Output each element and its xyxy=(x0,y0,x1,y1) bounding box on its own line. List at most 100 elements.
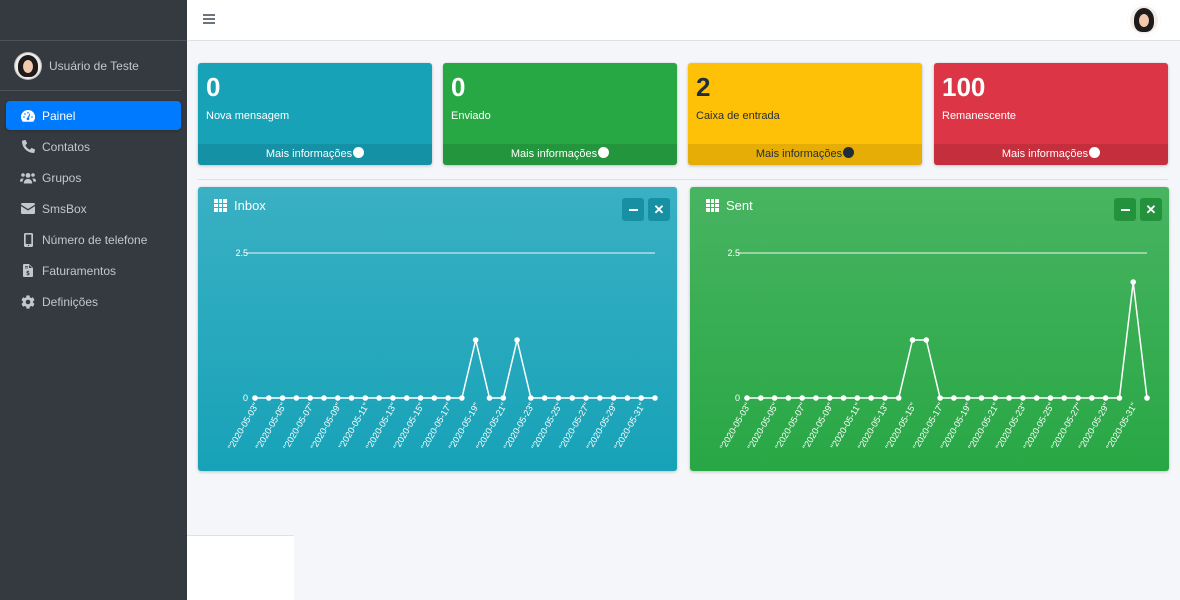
data-point xyxy=(610,395,617,401)
data-point xyxy=(978,395,985,401)
data-point xyxy=(951,395,957,401)
sent-line-chart: 02.5"2020-05-03""2020-05-05""2020-05-07"… xyxy=(718,248,1150,451)
data-point xyxy=(785,395,792,401)
sidebar-item-definicoes[interactable]: Definições xyxy=(6,287,181,316)
data-point xyxy=(964,395,971,401)
arrow-circle-right-icon xyxy=(598,147,610,158)
data-point xyxy=(307,395,313,401)
data-point xyxy=(293,395,300,401)
stat-value: 0 xyxy=(451,72,466,102)
dashboard-icon xyxy=(20,108,36,124)
sidebar-item-label: Painel xyxy=(42,108,76,123)
stat-value: 100 xyxy=(942,72,986,102)
data-point xyxy=(1102,395,1109,401)
data-point xyxy=(252,395,258,401)
sidebar-item-faturamentos[interactable]: Faturamentos xyxy=(6,256,181,285)
sidebar-item-painel[interactable]: Painel xyxy=(6,101,181,130)
card-title-text: Inbox xyxy=(234,198,266,213)
sidebar-nav: Painel Contatos Grupos SmsBox Número de … xyxy=(0,101,187,316)
user-avatar-button[interactable] xyxy=(1130,6,1158,34)
card-title-text: Sent xyxy=(726,198,753,213)
users-icon xyxy=(20,170,36,186)
more-info-link[interactable]: Mais informações xyxy=(934,144,1168,165)
data-point xyxy=(403,395,410,401)
brand-area xyxy=(0,0,187,41)
data-point xyxy=(417,395,424,401)
stat-label: Nova mensagem xyxy=(206,110,290,122)
data-point xyxy=(265,395,272,401)
collapse-button[interactable] xyxy=(622,198,644,221)
data-point xyxy=(1033,395,1040,401)
data-point xyxy=(638,395,645,401)
sidebar-item-grupos[interactable]: Grupos xyxy=(6,163,181,192)
series-line xyxy=(747,281,1148,399)
data-point xyxy=(348,395,355,401)
data-point xyxy=(1089,395,1095,401)
stat-value: 0 xyxy=(206,72,221,102)
collapse-button[interactable] xyxy=(1114,198,1136,221)
data-point xyxy=(528,395,534,401)
sidebar-item-label: Grupos xyxy=(42,170,82,185)
footer-panel xyxy=(187,535,294,600)
stat-box-enviado: 0 Enviado Mais informações xyxy=(443,63,677,165)
user-panel[interactable]: Usuário de Teste xyxy=(0,41,181,91)
data-point xyxy=(868,395,874,401)
stat-value: 2 xyxy=(696,72,711,102)
y-tick-label: 0 xyxy=(735,393,740,403)
data-point xyxy=(826,395,833,401)
data-point xyxy=(882,395,888,401)
data-point xyxy=(1130,279,1137,285)
data-point xyxy=(923,337,930,343)
data-point xyxy=(376,395,382,401)
data-point xyxy=(854,395,861,401)
data-point xyxy=(1075,395,1081,401)
minus-icon xyxy=(628,208,638,211)
data-point xyxy=(909,337,916,343)
stat-box-caixa-de-entrada: 2 Caixa de entrada Mais informações xyxy=(688,63,922,165)
phone-icon xyxy=(20,139,36,155)
more-info-link[interactable]: Mais informações xyxy=(688,144,922,165)
more-info-label: Mais informações xyxy=(265,148,353,160)
hamburger-menu-icon[interactable] xyxy=(203,14,215,26)
data-point xyxy=(1061,395,1068,401)
data-point xyxy=(279,395,286,401)
card-title: Inbox xyxy=(214,198,266,213)
top-navbar xyxy=(187,0,1180,41)
more-info-link[interactable]: Mais informações xyxy=(198,144,432,165)
minus-icon xyxy=(1120,208,1130,211)
remove-button[interactable]: ✕ xyxy=(648,198,670,221)
sidebar-item-label: Faturamentos xyxy=(42,263,117,278)
more-info-link[interactable]: Mais informações xyxy=(443,144,677,165)
data-point xyxy=(771,395,778,401)
arrow-circle-right-icon xyxy=(353,147,365,158)
data-point xyxy=(652,395,658,401)
data-point xyxy=(1116,395,1123,401)
remove-button[interactable]: ✕ xyxy=(1140,198,1162,221)
arrow-circle-right-icon xyxy=(843,147,855,158)
data-point xyxy=(500,395,507,401)
close-icon: ✕ xyxy=(1145,201,1157,217)
data-point xyxy=(486,395,493,401)
data-point xyxy=(1047,395,1054,401)
data-point xyxy=(555,395,562,401)
sidebar-item-numero-de-telefone[interactable]: Número de telefone xyxy=(6,225,181,254)
data-point xyxy=(1144,395,1150,401)
y-tick-label: 0 xyxy=(243,393,248,403)
sidebar-item-label: Definições xyxy=(42,294,99,309)
stat-box-nova-mensagem: 0 Nova mensagem Mais informações xyxy=(198,63,432,165)
y-tick-label: 2.5 xyxy=(235,248,248,258)
data-point xyxy=(334,395,341,401)
data-point xyxy=(459,395,465,401)
data-point xyxy=(362,395,369,401)
sidebar-item-label: Contatos xyxy=(42,139,91,154)
data-point xyxy=(321,395,327,401)
sidebar-item-smsbox[interactable]: SmsBox xyxy=(6,194,181,223)
stat-box-remanescente: 100 Remanescente Mais informações xyxy=(934,63,1168,165)
data-point xyxy=(895,395,902,401)
sidebar-item-contatos[interactable]: Contatos xyxy=(6,132,181,161)
user-name[interactable]: Usuário de Teste xyxy=(49,58,139,73)
more-info-label: Mais informações xyxy=(755,148,843,160)
y-tick-label: 2.5 xyxy=(727,248,740,258)
th-grid-icon xyxy=(706,199,719,212)
data-point xyxy=(992,395,999,401)
